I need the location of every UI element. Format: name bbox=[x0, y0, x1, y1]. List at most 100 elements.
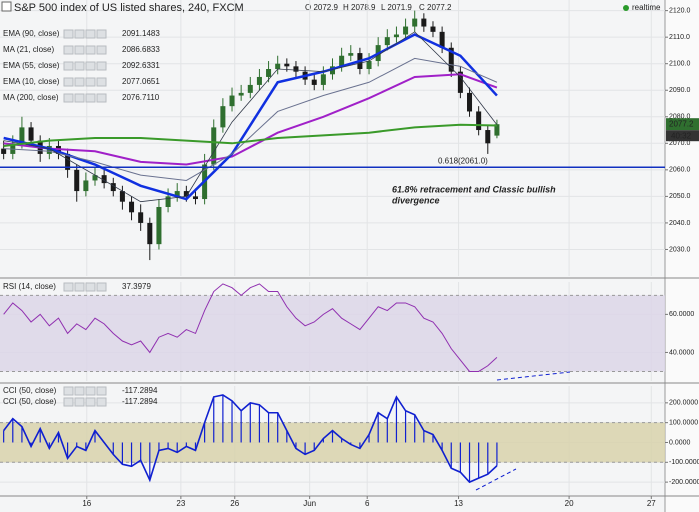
legend-button bbox=[74, 397, 85, 407]
candle-body bbox=[384, 37, 390, 46]
legend-value: -117.2894 bbox=[122, 386, 158, 395]
legend-button bbox=[96, 93, 107, 103]
divergence-line bbox=[496, 371, 571, 381]
candle-body bbox=[238, 92, 244, 96]
legend-value: 2091.1483 bbox=[122, 29, 160, 38]
indicator-line bbox=[3, 394, 498, 484]
x-tick-label: 23 bbox=[176, 499, 185, 508]
legend-button bbox=[96, 282, 107, 292]
ohlc-value: H 2078.9 bbox=[343, 3, 376, 12]
y-tick-label: -200.0000 bbox=[669, 479, 699, 486]
candle-body bbox=[65, 153, 71, 170]
legend-button bbox=[74, 386, 85, 396]
legend-button bbox=[96, 386, 107, 396]
legend-name: RSI (14, close) bbox=[3, 282, 56, 291]
candle-body bbox=[311, 79, 317, 85]
y-tick-label: 2110.0 bbox=[669, 34, 690, 41]
legend-value: 2077.0651 bbox=[122, 77, 160, 86]
legend-button bbox=[85, 61, 96, 71]
chart-title: S&P 500 index of US listed shares, 240, … bbox=[14, 2, 244, 14]
candle-body bbox=[174, 191, 180, 197]
level-band bbox=[0, 295, 665, 372]
candle-body bbox=[320, 74, 326, 85]
candle-body bbox=[165, 196, 171, 207]
legend-button bbox=[63, 397, 74, 407]
y-tick-label: 100.0000 bbox=[669, 420, 698, 427]
legend-button bbox=[63, 77, 74, 87]
candle-body bbox=[1, 148, 7, 154]
legend-name: MA (21, close) bbox=[3, 45, 54, 54]
candle-body bbox=[329, 66, 336, 75]
y-tick-label: -100.0000 bbox=[669, 459, 699, 466]
legend-button bbox=[96, 29, 107, 39]
legend-button bbox=[85, 282, 96, 292]
legend-value: -117.2894 bbox=[122, 397, 158, 406]
legend-button bbox=[96, 61, 107, 71]
candle-body bbox=[421, 18, 427, 27]
x-tick-label: 6 bbox=[365, 499, 370, 508]
legend-button bbox=[96, 45, 107, 55]
legend-button bbox=[85, 93, 96, 103]
candle-body bbox=[129, 201, 135, 213]
legend-button bbox=[63, 45, 74, 55]
legend-name: CCI (50, close) bbox=[3, 386, 57, 395]
y-tick-label: 2060.0 bbox=[669, 167, 691, 174]
ohlc-value: C 2077.2 bbox=[419, 3, 452, 12]
y-tick-label: 200.0000 bbox=[669, 400, 698, 407]
legend-button bbox=[96, 77, 107, 87]
candle-body bbox=[448, 47, 454, 72]
candle-body bbox=[247, 84, 253, 93]
y-tick-label: 40.0000 bbox=[669, 349, 694, 356]
candle-body bbox=[393, 34, 399, 38]
moving-average bbox=[3, 73, 498, 166]
price-axis-area bbox=[665, 0, 699, 512]
candle-body bbox=[229, 95, 235, 107]
candle-body bbox=[46, 145, 52, 154]
divergence-line bbox=[475, 468, 517, 491]
candle-body bbox=[220, 106, 226, 128]
legend-button bbox=[96, 397, 107, 407]
legend-button bbox=[85, 386, 96, 396]
ohlc-value: O 2072.9 bbox=[305, 3, 338, 12]
annotation: divergence bbox=[392, 195, 440, 205]
last-price-tag bbox=[666, 118, 699, 131]
moving-average bbox=[3, 33, 498, 201]
candle-body bbox=[293, 66, 299, 72]
candle-body bbox=[28, 127, 34, 141]
candle-body bbox=[467, 92, 473, 112]
x-tick-label: 16 bbox=[82, 499, 91, 508]
status-dot bbox=[623, 5, 629, 11]
candle-body bbox=[74, 169, 80, 192]
candle-body bbox=[339, 55, 345, 67]
legend-name: EMA (10, close) bbox=[3, 77, 60, 86]
legend-button bbox=[85, 77, 96, 87]
candle-body bbox=[266, 69, 272, 77]
ohlc-value: L 2071.9 bbox=[381, 3, 412, 12]
y-tick-label: 2080.0 bbox=[669, 114, 691, 121]
moving-average bbox=[3, 31, 498, 203]
candle-body bbox=[403, 26, 409, 35]
legend-name: EMA (55, close) bbox=[3, 61, 60, 70]
candle-body bbox=[439, 31, 445, 48]
candle-body bbox=[275, 63, 281, 69]
candle-body bbox=[476, 111, 482, 131]
countdown-tag bbox=[666, 130, 699, 142]
collapse-button[interactable] bbox=[1, 1, 12, 12]
status: realtime bbox=[632, 3, 661, 12]
y-tick-label: 2070.0 bbox=[669, 140, 691, 147]
last-price: 2077.2 bbox=[669, 119, 694, 128]
candle-body bbox=[284, 63, 290, 67]
candle-body bbox=[183, 191, 189, 197]
legend-value: 2086.6833 bbox=[122, 45, 160, 54]
legend-button bbox=[74, 77, 85, 87]
legend-button bbox=[74, 61, 85, 71]
legend-button bbox=[74, 45, 85, 55]
candle-body bbox=[19, 127, 25, 144]
candle-body bbox=[83, 180, 89, 192]
annotation: 61.8% retracement and Classic bullish bbox=[392, 184, 556, 194]
candle-body bbox=[494, 124, 500, 136]
legend-button bbox=[85, 45, 96, 55]
indicator-line bbox=[3, 283, 498, 372]
y-tick-label: 0.0000 bbox=[669, 439, 691, 446]
